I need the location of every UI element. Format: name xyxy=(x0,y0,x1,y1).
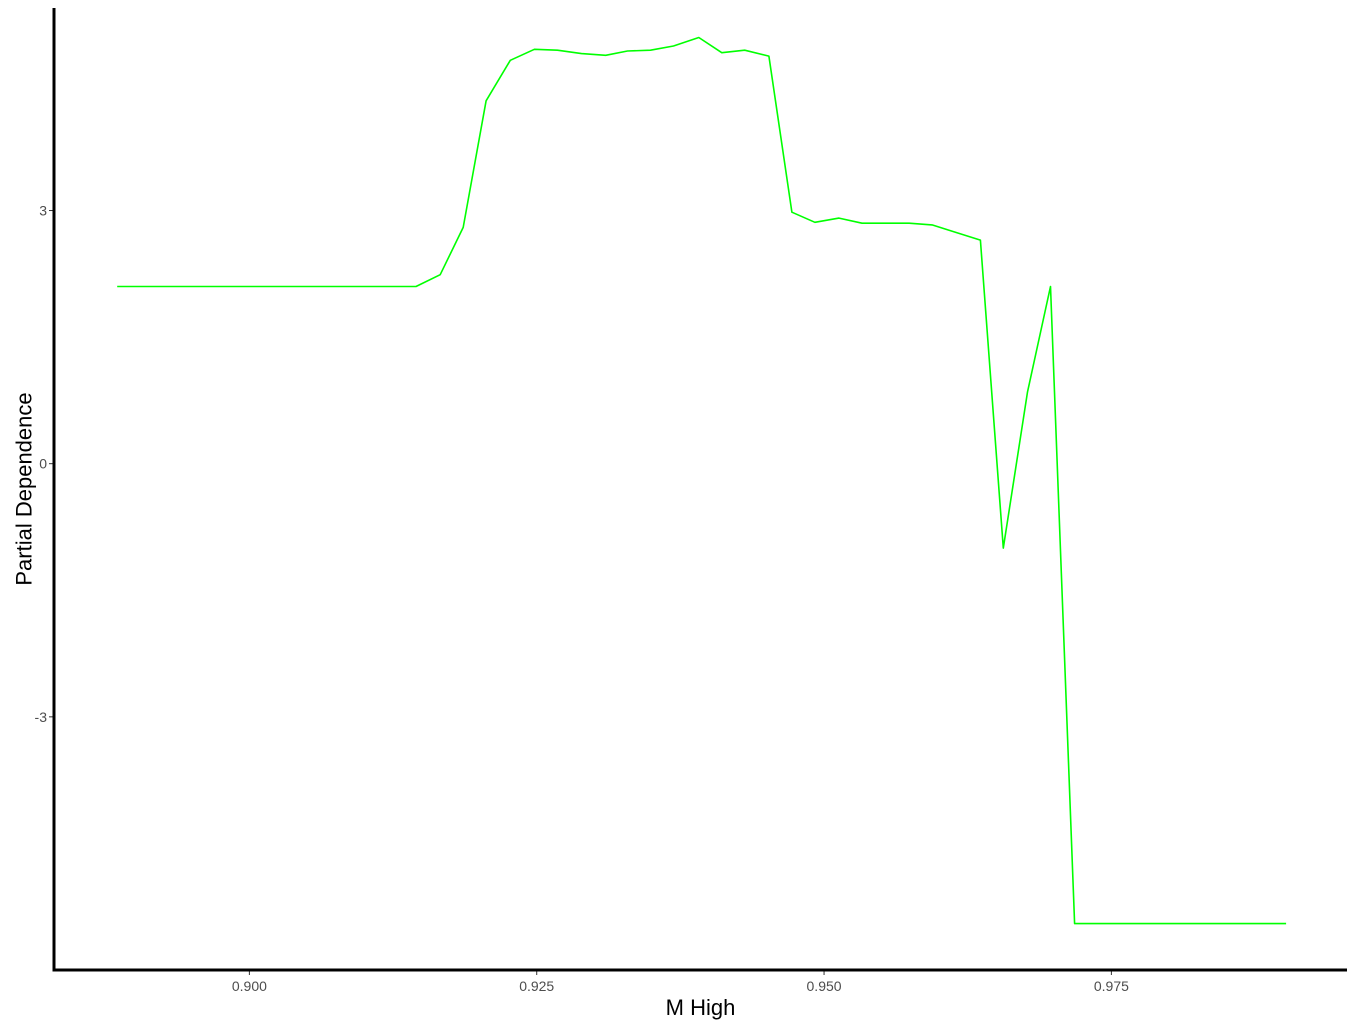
series-line xyxy=(117,36,1287,925)
y-tick-label: 0 xyxy=(39,456,47,472)
y-axis-title: Partial Dependence xyxy=(12,392,37,585)
y-tick-label: 3 xyxy=(39,203,47,219)
x-axis-ticks: 0.900 0.925 0.950 0.975 xyxy=(232,970,1129,994)
series-layer xyxy=(117,36,1287,925)
x-tick-label: 0.950 xyxy=(807,978,842,994)
x-tick-label: 0.900 xyxy=(232,978,267,994)
x-tick-label: 0.925 xyxy=(519,978,554,994)
y-axis-ticks: -3 0 3 xyxy=(35,203,54,725)
x-axis-title: M High xyxy=(666,995,736,1020)
x-tick-label: 0.975 xyxy=(1094,978,1129,994)
y-tick-label: -3 xyxy=(35,709,48,725)
